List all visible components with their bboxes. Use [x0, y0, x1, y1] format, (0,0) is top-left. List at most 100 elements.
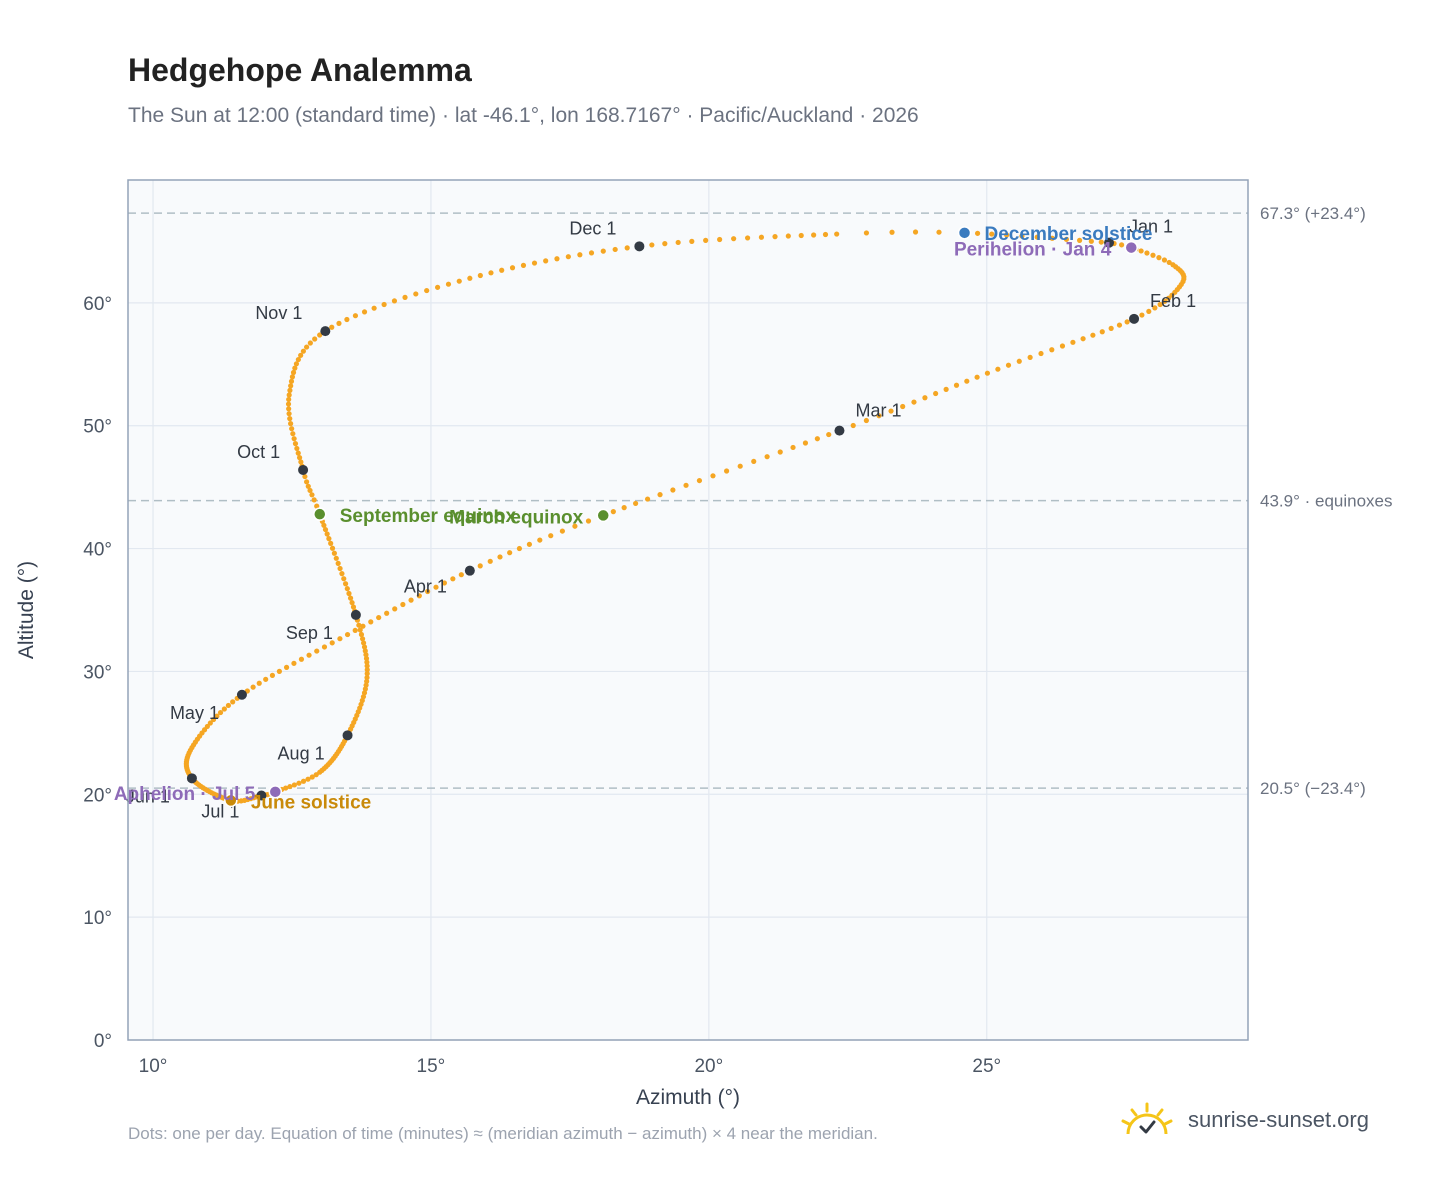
- day-dot: [364, 671, 370, 677]
- month-marker: [342, 730, 353, 741]
- day-dot: [295, 356, 301, 363]
- day-dot: [912, 229, 919, 235]
- day-dot: [344, 586, 350, 592]
- month-marker-label: May 1: [170, 703, 219, 723]
- day-dot: [531, 260, 538, 266]
- day-dot: [269, 672, 276, 678]
- day-dot: [312, 336, 318, 342]
- day-dot: [790, 444, 796, 451]
- day-dot: [1144, 250, 1150, 256]
- day-dot: [507, 550, 513, 556]
- day-dot: [1162, 298, 1168, 304]
- day-dot: [376, 614, 382, 621]
- day-dot: [889, 229, 895, 235]
- day-dot: [304, 479, 310, 485]
- day-dot: [295, 450, 301, 456]
- day-dot: [1116, 322, 1123, 328]
- day-dot: [1063, 236, 1070, 242]
- day-dot: [565, 254, 571, 260]
- day-dot: [814, 436, 820, 442]
- month-marker: [350, 609, 361, 620]
- day-dot: [283, 664, 290, 670]
- day-dot: [477, 272, 483, 279]
- day-dot: [772, 234, 778, 240]
- day-dot: [764, 454, 770, 460]
- day-dot: [276, 668, 282, 674]
- day-dot: [358, 631, 365, 638]
- day-dot: [402, 294, 408, 300]
- day-dot: [1169, 292, 1175, 298]
- day-dot: [344, 316, 350, 323]
- day-dot: [785, 233, 791, 239]
- day-dot: [304, 344, 310, 350]
- day-dot: [286, 406, 292, 412]
- day-dot: [1088, 238, 1094, 244]
- day-dot: [356, 622, 362, 628]
- month-marker-label: Dec 1: [569, 218, 616, 238]
- brand[interactable]: sunrise-sunset.org: [1120, 1102, 1369, 1138]
- event-label: Perihelion · Jan 4: [954, 240, 1112, 261]
- day-dot: [210, 716, 217, 723]
- day-dot: [811, 232, 817, 238]
- day-dot: [300, 348, 306, 354]
- y-tick-label: 50°: [83, 417, 112, 438]
- day-dot: [1016, 358, 1022, 364]
- day-dot: [311, 497, 317, 503]
- x-axis-label: Azimuth (°): [636, 1086, 740, 1109]
- day-dot: [710, 473, 716, 479]
- day-dot: [1005, 362, 1012, 368]
- day-dot: [953, 382, 960, 388]
- day-dot: [1166, 259, 1172, 266]
- day-dot: [850, 422, 856, 429]
- month-marker: [634, 241, 645, 252]
- day-dot: [600, 248, 606, 254]
- y-tick-label: 10°: [83, 908, 112, 929]
- day-dot: [1152, 305, 1158, 311]
- day-dot: [329, 640, 335, 646]
- day-dot: [826, 431, 832, 438]
- day-dot: [717, 236, 723, 243]
- day-dot: [293, 361, 300, 367]
- day-dot: [487, 558, 493, 564]
- day-dot: [936, 229, 942, 235]
- day-dot: [497, 554, 503, 560]
- day-dot: [347, 595, 354, 601]
- y-tick-label: 30°: [83, 662, 112, 683]
- day-dot: [207, 720, 213, 726]
- day-dot: [296, 455, 303, 461]
- day-dot: [305, 483, 311, 489]
- day-dot: [488, 270, 494, 276]
- day-dot: [1049, 235, 1055, 241]
- x-tick-label: 10°: [139, 1056, 168, 1077]
- day-dot: [585, 518, 592, 524]
- day-dot: [225, 702, 232, 709]
- day-dot: [520, 262, 527, 268]
- day-dot: [1090, 332, 1096, 338]
- day-dot: [286, 396, 292, 403]
- day-dot: [368, 619, 374, 625]
- day-dot: [214, 713, 220, 719]
- event-label: March equinox: [449, 507, 584, 528]
- day-dot: [1027, 354, 1033, 360]
- day-dot: [1156, 255, 1162, 261]
- day-dot: [314, 503, 320, 509]
- day-dot: [331, 550, 337, 556]
- day-dot: [339, 571, 345, 577]
- day-dot: [1108, 325, 1114, 331]
- x-tick-label: 25°: [972, 1056, 1001, 1077]
- day-dot: [263, 676, 269, 682]
- day-dot: [288, 383, 294, 389]
- day-dot: [1080, 336, 1086, 342]
- day-dot: [328, 540, 334, 546]
- day-dot: [309, 774, 315, 780]
- month-marker: [298, 464, 309, 475]
- day-dot: [876, 413, 882, 419]
- day-dot: [291, 436, 297, 442]
- day-dot: [657, 492, 663, 498]
- day-dot: [624, 245, 630, 251]
- day-dot: [391, 298, 398, 304]
- day-dot: [217, 709, 224, 716]
- day-dot: [689, 238, 695, 244]
- day-dot: [1165, 295, 1172, 301]
